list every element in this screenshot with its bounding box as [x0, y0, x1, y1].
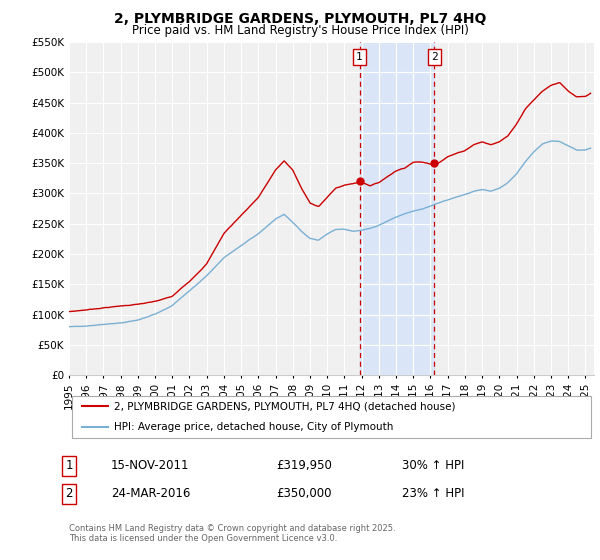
Text: 23% ↑ HPI: 23% ↑ HPI	[402, 487, 464, 501]
Text: 30% ↑ HPI: 30% ↑ HPI	[402, 459, 464, 473]
Text: £350,000: £350,000	[276, 487, 331, 501]
Text: 2: 2	[431, 52, 438, 62]
Bar	[359, 42, 434, 375]
Text: Price paid vs. HM Land Registry's House Price Index (HPI): Price paid vs. HM Land Registry's House …	[131, 24, 469, 36]
Text: 24-MAR-2016: 24-MAR-2016	[111, 487, 190, 501]
Text: Contains HM Land Registry data © Crown copyright and database right 2025.
This d: Contains HM Land Registry data © Crown c…	[69, 524, 395, 543]
Text: £319,950: £319,950	[276, 459, 332, 473]
Text: 2, PLYMBRIDGE GARDENS, PLYMOUTH, PL7 4HQ (detached house): 2, PLYMBRIDGE GARDENS, PLYMOUTH, PL7 4HQ…	[113, 401, 455, 411]
Text: 1: 1	[65, 459, 73, 473]
Text: 15-NOV-2011: 15-NOV-2011	[111, 459, 190, 473]
Text: 2: 2	[65, 487, 73, 501]
FancyBboxPatch shape	[71, 395, 592, 438]
Text: 2, PLYMBRIDGE GARDENS, PLYMOUTH, PL7 4HQ: 2, PLYMBRIDGE GARDENS, PLYMOUTH, PL7 4HQ	[114, 12, 486, 26]
Text: HPI: Average price, detached house, City of Plymouth: HPI: Average price, detached house, City…	[113, 422, 393, 432]
Text: 1: 1	[356, 52, 363, 62]
